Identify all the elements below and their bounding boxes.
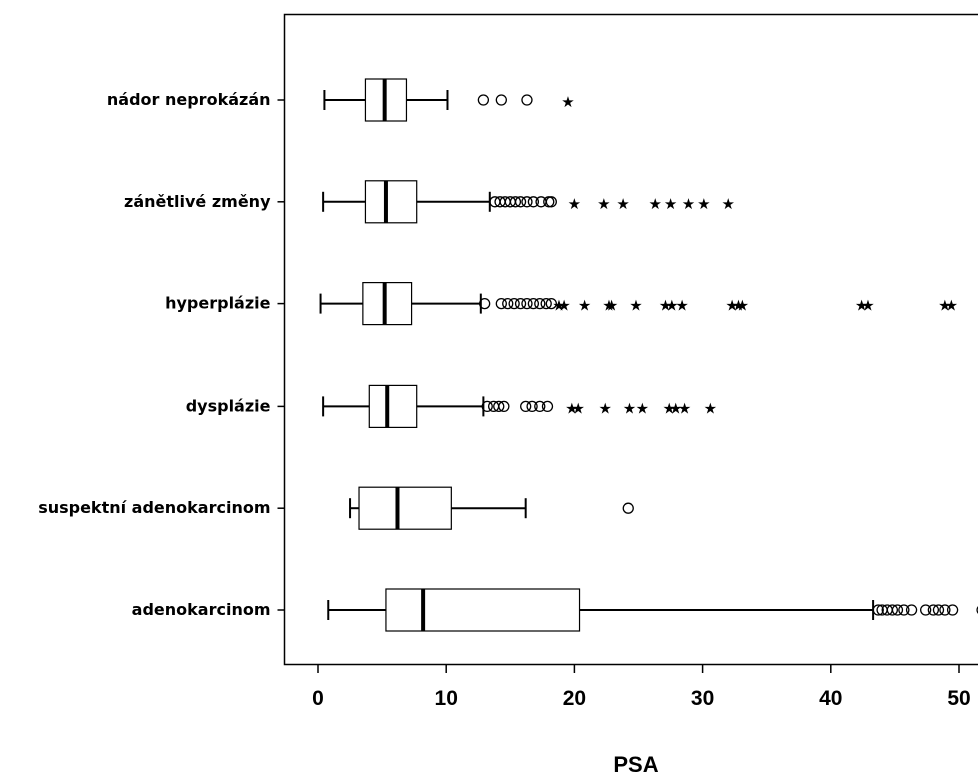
extreme-point: ★ <box>623 399 636 417</box>
extreme-point: ★ <box>725 297 738 315</box>
outlier-point <box>521 94 533 106</box>
outlier-point <box>976 606 978 614</box>
extreme-point: ★ <box>675 297 688 315</box>
category-label: suspektní adenokarcinom <box>38 498 270 517</box>
extreme-point: ★ <box>732 297 745 315</box>
extreme-point: ★ <box>629 297 642 315</box>
outlier-point <box>493 400 505 413</box>
outlier-point <box>541 400 554 413</box>
x-tick-label: 40 <box>819 687 842 710</box>
outlier-point <box>540 297 552 310</box>
extreme-point: ★ <box>578 297 591 315</box>
outlier-point <box>545 297 557 310</box>
outlier-point <box>521 196 533 208</box>
extreme-point: ★ <box>602 297 615 315</box>
outlier-point <box>526 400 538 413</box>
outlier-point <box>527 297 540 310</box>
iqr-box <box>362 282 413 326</box>
outlier-point <box>477 94 490 106</box>
iqr-box <box>385 588 581 632</box>
x-tick-label: 0 <box>312 687 324 710</box>
outlier-point <box>534 400 546 413</box>
extreme-point: ★ <box>597 195 610 213</box>
outlier-point <box>479 297 491 310</box>
extreme-point: ★ <box>704 399 717 417</box>
extreme-point: ★ <box>598 399 611 417</box>
outlier-point <box>939 604 951 616</box>
x-tick-label: 10 <box>435 687 458 710</box>
outlier-point <box>509 196 522 208</box>
extreme-point: ★ <box>722 195 735 213</box>
extreme-point: ★ <box>861 297 874 315</box>
extreme-point: ★ <box>572 399 585 417</box>
outlier-point <box>495 297 507 310</box>
extreme-point: ★ <box>636 399 649 417</box>
category-label: adenokarcinom <box>132 600 271 619</box>
outlier-point <box>920 604 932 616</box>
outlier-point <box>502 297 514 310</box>
outlier-point <box>534 297 546 310</box>
extreme-point: ★ <box>938 297 951 315</box>
outlier-point <box>886 604 898 616</box>
outlier-point <box>514 196 527 208</box>
category-label: hyperplázie <box>165 294 271 313</box>
outlier-point <box>932 604 945 616</box>
extreme-point: ★ <box>552 297 565 315</box>
outlier-point <box>514 297 527 310</box>
outlier-point <box>545 196 557 208</box>
extreme-point: ★ <box>659 297 672 315</box>
extreme-point: ★ <box>736 297 749 315</box>
extreme-point: ★ <box>561 93 574 111</box>
outlier-point <box>495 94 507 106</box>
extreme-point: ★ <box>648 195 661 213</box>
x-tick-label: 20 <box>563 687 586 710</box>
extreme-point: ★ <box>682 195 695 213</box>
extreme-point: ★ <box>665 297 678 315</box>
outlier-point <box>872 604 884 616</box>
extreme-point: ★ <box>669 399 682 417</box>
plot-frame <box>283 13 978 666</box>
x-axis-title: PSA <box>613 752 658 777</box>
iqr-box <box>368 384 418 428</box>
extreme-point: ★ <box>605 297 618 315</box>
x-tick-label: 50 <box>947 687 970 710</box>
category-label: nádor neprokázán <box>107 90 271 109</box>
extreme-point: ★ <box>678 399 691 417</box>
extreme-point: ★ <box>855 297 868 315</box>
outlier-point <box>520 400 532 413</box>
outlier-point <box>622 502 634 514</box>
outlier-point <box>905 604 918 616</box>
extreme-point: ★ <box>663 399 676 417</box>
outlier-point <box>898 604 910 616</box>
outlier-point <box>891 604 904 616</box>
outlier-point <box>521 297 533 310</box>
iqr-box <box>358 486 452 530</box>
extreme-point: ★ <box>568 195 581 213</box>
outlier-point <box>508 297 520 310</box>
extreme-point: ★ <box>565 399 578 417</box>
category-label: dysplázie <box>186 396 271 415</box>
outlier-point <box>481 400 493 413</box>
outlier-point <box>946 604 959 616</box>
outlier-point <box>927 604 940 616</box>
iqr-box <box>364 180 418 224</box>
extreme-point: ★ <box>616 195 629 213</box>
outlier-point <box>498 400 510 413</box>
category-label: zánětlivé změny <box>124 192 271 211</box>
x-tick-label: 30 <box>691 687 714 710</box>
extreme-point: ★ <box>664 195 677 213</box>
extreme-point: ★ <box>557 297 570 315</box>
extreme-point: ★ <box>697 195 710 213</box>
outlier-point <box>527 196 540 208</box>
extreme-point: ★ <box>945 297 958 315</box>
